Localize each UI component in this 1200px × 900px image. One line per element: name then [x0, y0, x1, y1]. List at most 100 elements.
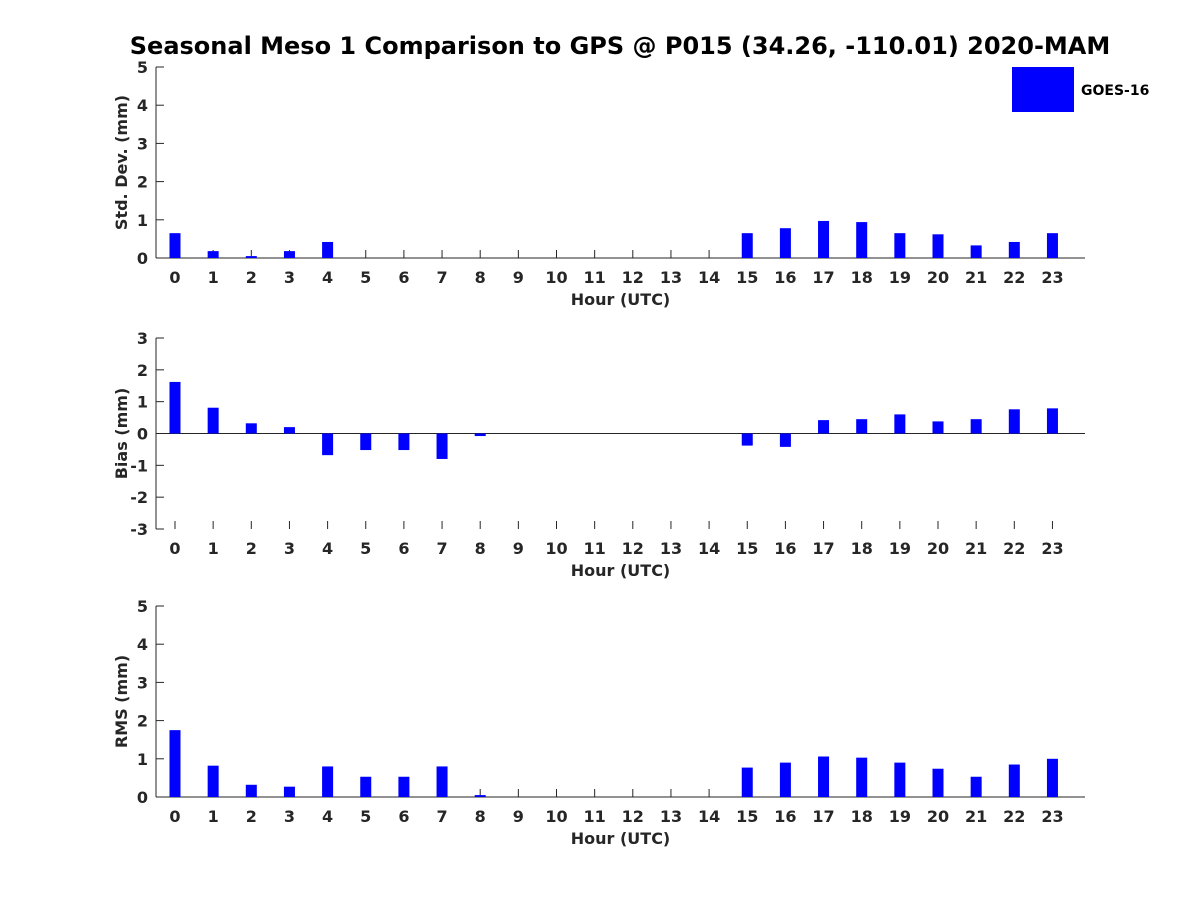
bar	[818, 420, 830, 434]
x-axis-label: Hour (UTC)	[571, 290, 671, 309]
x-tick-label: 23	[1041, 268, 1063, 287]
bar	[322, 241, 334, 258]
y-tick-label: 3	[137, 134, 148, 153]
bar	[1046, 408, 1058, 434]
bar	[856, 419, 868, 434]
x-tick-label: 19	[889, 539, 911, 558]
bar	[169, 233, 181, 258]
y-tick-label: 5	[137, 58, 148, 77]
y-axis-label: RMS (mm)	[112, 655, 131, 748]
y-tick-label: 1	[137, 750, 148, 769]
x-tick-label: 6	[398, 539, 409, 558]
x-tick-label: 14	[698, 807, 720, 826]
bar	[932, 768, 944, 797]
x-tick-label: 12	[622, 807, 644, 826]
legend-label: GOES-16	[1081, 83, 1149, 99]
x-tick-label: 18	[851, 268, 873, 287]
x-tick-label: 1	[208, 807, 219, 826]
y-tick-label: -1	[130, 456, 148, 475]
y-tick-label: 2	[137, 173, 148, 192]
x-tick-label: 0	[169, 807, 180, 826]
y-tick-label: 4	[137, 635, 148, 654]
x-tick-label: 2	[246, 539, 257, 558]
x-tick-label: 11	[584, 807, 606, 826]
bar	[779, 762, 791, 797]
bar	[398, 776, 410, 797]
x-tick-label: 1	[208, 539, 219, 558]
bar	[779, 433, 791, 447]
x-tick-label: 10	[545, 807, 567, 826]
bar	[1046, 758, 1058, 797]
bar	[932, 421, 944, 434]
bar	[360, 433, 372, 451]
bar	[741, 233, 753, 258]
x-tick-label: 3	[284, 539, 295, 558]
x-tick-label: 17	[812, 539, 834, 558]
bar	[398, 433, 410, 451]
x-tick-label: 8	[475, 268, 486, 287]
bar	[856, 757, 868, 797]
x-tick-label: 10	[545, 268, 567, 287]
x-tick-label: 4	[322, 268, 333, 287]
x-tick-label: 3	[284, 807, 295, 826]
x-tick-label: 11	[584, 539, 606, 558]
bar	[245, 784, 257, 797]
x-tick-label: 13	[660, 807, 682, 826]
x-tick-label: 6	[398, 807, 409, 826]
x-tick-label: 22	[1003, 807, 1025, 826]
x-tick-label: 19	[889, 807, 911, 826]
x-tick-label: 21	[965, 807, 987, 826]
x-tick-label: 19	[889, 268, 911, 287]
x-tick-label: 20	[927, 268, 949, 287]
bar	[474, 433, 486, 437]
x-tick-label: 16	[774, 807, 796, 826]
x-tick-label: 11	[584, 268, 606, 287]
bar	[436, 433, 448, 459]
y-tick-label: 5	[137, 597, 148, 616]
x-tick-label: 15	[736, 807, 758, 826]
x-tick-label: 5	[360, 807, 371, 826]
x-tick-label: 22	[1003, 268, 1025, 287]
x-tick-label: 23	[1041, 807, 1063, 826]
x-tick-label: 0	[169, 268, 180, 287]
bar	[741, 767, 753, 797]
bar	[207, 407, 219, 434]
bar	[894, 233, 906, 258]
x-tick-label: 20	[927, 807, 949, 826]
bar	[894, 414, 906, 434]
y-tick-label: 2	[137, 712, 148, 731]
y-tick-label: 1	[137, 211, 148, 230]
x-tick-label: 21	[965, 539, 987, 558]
bar	[779, 228, 791, 258]
bar	[207, 765, 219, 797]
x-tick-label: 18	[851, 807, 873, 826]
bar	[1008, 241, 1020, 258]
x-tick-label: 12	[622, 539, 644, 558]
bar	[894, 762, 906, 797]
bar	[970, 245, 982, 258]
x-tick-label: 12	[622, 268, 644, 287]
x-axis-label: Hour (UTC)	[571, 561, 671, 580]
bar	[970, 776, 982, 797]
x-tick-label: 6	[398, 268, 409, 287]
bar	[436, 766, 448, 797]
y-axis-label: Bias (mm)	[112, 388, 131, 480]
bar	[741, 433, 753, 446]
bar	[322, 433, 334, 456]
y-tick-label: -3	[130, 520, 148, 539]
x-tick-label: 10	[545, 539, 567, 558]
x-tick-label: 21	[965, 268, 987, 287]
x-axis-label: Hour (UTC)	[571, 829, 671, 848]
x-tick-label: 15	[736, 539, 758, 558]
bar	[283, 427, 295, 434]
x-tick-label: 8	[475, 539, 486, 558]
bar	[283, 251, 295, 258]
x-tick-label: 13	[660, 268, 682, 287]
bar	[818, 756, 830, 797]
x-tick-label: 9	[513, 807, 524, 826]
x-tick-label: 9	[513, 539, 524, 558]
x-tick-label: 15	[736, 268, 758, 287]
